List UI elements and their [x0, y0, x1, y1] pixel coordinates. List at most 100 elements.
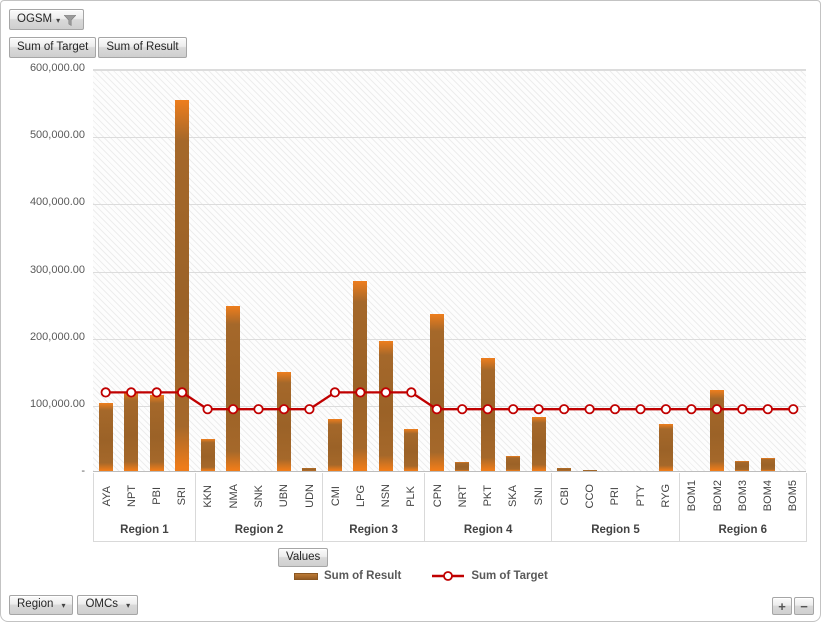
y-axis-label: 400,000.00 — [29, 196, 85, 209]
target-marker-KKN — [202, 404, 213, 415]
y-axis-label: 300,000.00 — [29, 263, 85, 276]
y-axis: - 100,000.00 200,000.00 300,000.00 400,000.0… — [1, 1, 85, 561]
target-marker-PTY — [635, 404, 646, 415]
y-axis-label: - — [81, 465, 85, 477]
bar-PBI — [149, 395, 164, 471]
category-group: CBI CCO PRI PTY RYG — [552, 473, 680, 519]
expand-field-button[interactable]: + — [772, 597, 792, 615]
bar-CPN — [429, 313, 444, 471]
target-marker-PBI — [151, 387, 162, 398]
x-axis-category-label: BOM4 — [762, 480, 775, 512]
category-group: AYA NPT PBI SRI — [94, 473, 196, 519]
target-marker-SNI — [533, 404, 544, 415]
y-axis-label: 600,000.00 — [29, 62, 85, 74]
bar-RYG — [658, 423, 673, 471]
omcs-dropdown-button[interactable]: OMCs ▾ — [77, 595, 139, 615]
legend: Sum of Result Sum of Target — [294, 568, 548, 584]
legend-item-sum-of-result: Sum of Result — [294, 570, 401, 582]
category-group: BOM1 BOM2 BOM3 BOM4 BOM5 — [680, 473, 807, 519]
y-axis-label: 200,000.00 — [29, 330, 85, 343]
x-axis-group-label: Region 1 — [94, 519, 196, 541]
x-axis-category-label: BOM2 — [711, 480, 724, 512]
target-marker-SNK — [253, 404, 264, 415]
target-marker-AYA — [100, 387, 111, 398]
target-marker-BOM4 — [762, 404, 773, 415]
x-axis-category-label: BOM5 — [787, 480, 800, 512]
target-marker-NRT — [457, 404, 468, 415]
target-marker-SKA — [508, 404, 519, 415]
field-button-sum-of-target[interactable]: Sum of Target — [9, 37, 97, 58]
y-axis-label: 100,000.00 — [29, 397, 85, 410]
bar-NRT — [455, 462, 470, 471]
bar-PLK — [404, 428, 419, 471]
target-line-series — [100, 387, 799, 415]
x-axis-category-label: PRI — [609, 486, 622, 506]
region-dropdown-button[interactable]: Region ▾ — [9, 595, 74, 615]
x-axis-category-label: CBI — [558, 486, 571, 506]
bar-SKA — [506, 456, 521, 471]
bar-NMA — [226, 305, 241, 471]
bar-UDN — [302, 467, 317, 471]
x-axis-category-label: CCO — [584, 483, 597, 509]
bar-NSN — [378, 341, 393, 471]
expand-collapse-controls: + − — [772, 597, 814, 615]
category-group: CMI LPG NSN PLK — [323, 473, 425, 519]
omcs-dropdown-label: OMCs — [85, 598, 119, 611]
gridline — [93, 338, 806, 340]
x-axis-category-label: CMI — [329, 485, 342, 507]
x-axis-group-label: Region 3 — [323, 519, 425, 541]
x-axis-category-label: UDN — [303, 484, 316, 508]
target-marker-UBN — [278, 404, 290, 415]
target-marker-PKT — [482, 404, 493, 415]
field-button-sum-of-result[interactable]: Sum of Result — [98, 37, 187, 58]
ogsm-filter-label: OGSM — [17, 12, 53, 25]
gridline — [93, 271, 806, 273]
target-marker-LPG — [355, 387, 366, 398]
region-dropdown-label: Region — [17, 598, 54, 611]
category-group: CPN NRT PKT SKA SNI — [425, 473, 553, 519]
bar-CMI — [327, 418, 342, 471]
target-marker-NMA — [228, 404, 239, 415]
target-marker-NPT — [126, 387, 137, 398]
bar-SNI — [531, 417, 546, 471]
x-axis-category-label: AYA — [100, 485, 113, 507]
filter-funnel-icon — [64, 14, 77, 26]
bar-CCO — [582, 469, 597, 471]
target-marker-BOM3 — [737, 404, 748, 415]
gridline — [93, 405, 806, 407]
target-marker-BOM5 — [788, 404, 799, 415]
x-axis-category-label: NPT — [125, 485, 138, 507]
x-axis-group-row: Region 1 Region 2 Region 3 Region 4 Region 5… — [93, 519, 807, 542]
x-axis: AYA NPT PBI SRI KKN NMA SNK UBN UDN CMI LPG NSN PLK C… — [93, 473, 807, 542]
x-axis-category-label: RYG — [660, 484, 672, 508]
x-axis-category-label: UBN — [278, 484, 291, 508]
x-axis-category-label: SRI — [176, 486, 189, 506]
value-field-buttons: Sum of Target Sum of Result — [9, 37, 187, 58]
gridline — [93, 204, 806, 206]
target-marker-PLK — [406, 387, 417, 398]
gridline — [93, 137, 806, 139]
target-marker-CMI — [329, 387, 340, 398]
x-axis-category-label: NMA — [227, 483, 240, 509]
bar-KKN — [200, 438, 215, 471]
target-marker-NSN — [380, 387, 391, 398]
category-group: KKN NMA SNK UBN UDN — [196, 473, 324, 519]
bar-BOM3 — [735, 460, 750, 471]
y-axis-label: 500,000.00 — [29, 129, 85, 142]
values-field-button[interactable]: Values — [278, 548, 329, 567]
x-axis-group-label: Region 6 — [680, 519, 807, 541]
axis-field-buttons: Region ▾ OMCs ▾ — [9, 595, 139, 615]
target-marker-CBI — [558, 404, 570, 415]
gridline — [93, 70, 806, 71]
x-axis-group-label: Region 4 — [425, 519, 553, 541]
plot-area — [93, 69, 806, 472]
x-axis-category-label: KKN — [202, 484, 215, 508]
legend-label: Sum of Result — [324, 570, 402, 582]
ogsm-filter-button[interactable]: OGSM ▾ — [9, 9, 85, 30]
target-marker-CPN — [431, 404, 442, 415]
bar-UBN — [276, 372, 291, 471]
bar-CBI — [557, 467, 572, 471]
legend-item-sum-of-target: Sum of Target — [431, 570, 548, 582]
collapse-field-button[interactable]: − — [794, 597, 814, 615]
